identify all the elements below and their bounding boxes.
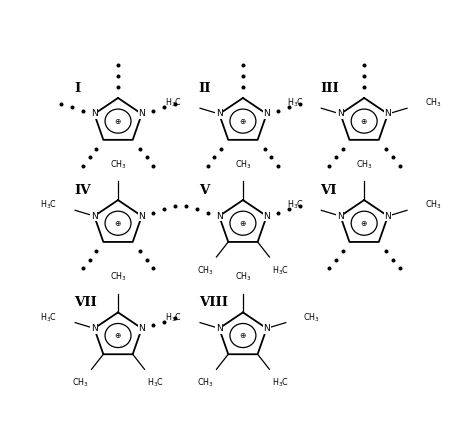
Text: N: N — [384, 110, 391, 118]
Text: CH$_3$: CH$_3$ — [109, 271, 127, 283]
Text: N: N — [337, 212, 344, 221]
Text: N: N — [264, 110, 270, 118]
Text: H$_3$C: H$_3$C — [40, 311, 57, 324]
Text: N: N — [138, 110, 145, 118]
Text: III: III — [320, 82, 339, 95]
Text: $\oplus$: $\oplus$ — [114, 219, 122, 228]
Text: H$_3$C: H$_3$C — [272, 377, 289, 389]
Text: N: N — [264, 212, 270, 221]
Text: H$_3$C: H$_3$C — [287, 97, 304, 109]
Text: $\oplus$: $\oplus$ — [239, 219, 247, 228]
Text: $\oplus$: $\oplus$ — [114, 331, 122, 340]
Text: N: N — [384, 212, 391, 221]
Text: N: N — [91, 110, 98, 118]
Text: CH$_3$: CH$_3$ — [235, 271, 251, 283]
Text: $\oplus$: $\oplus$ — [360, 219, 368, 228]
Text: CH$_3$: CH$_3$ — [303, 311, 320, 324]
Text: CH$_3$: CH$_3$ — [356, 158, 373, 171]
Text: N: N — [216, 324, 222, 333]
Text: $\oplus$: $\oplus$ — [239, 117, 247, 126]
Text: H$_3$C: H$_3$C — [165, 311, 182, 324]
Text: H$_3$C: H$_3$C — [272, 265, 289, 277]
Text: N: N — [216, 212, 222, 221]
Text: CH$_3$: CH$_3$ — [197, 377, 214, 389]
Text: VIII: VIII — [199, 297, 228, 309]
Text: V: V — [199, 184, 209, 197]
Text: CH$_3$: CH$_3$ — [235, 158, 251, 171]
Text: N: N — [216, 110, 222, 118]
Text: IV: IV — [74, 184, 91, 197]
Text: VI: VI — [320, 184, 337, 197]
Text: $\oplus$: $\oplus$ — [239, 331, 247, 340]
Text: CH$_3$: CH$_3$ — [72, 377, 89, 389]
Text: CH$_3$: CH$_3$ — [109, 158, 127, 171]
Text: H$_3$C: H$_3$C — [40, 199, 57, 211]
Text: N: N — [138, 324, 145, 333]
Text: H$_3$C: H$_3$C — [287, 199, 304, 211]
Text: N: N — [138, 212, 145, 221]
Text: N: N — [264, 324, 270, 333]
Text: CH$_3$: CH$_3$ — [425, 97, 441, 109]
Text: I: I — [74, 82, 80, 95]
Text: CH$_3$: CH$_3$ — [425, 199, 441, 211]
Text: $\oplus$: $\oplus$ — [114, 117, 122, 126]
Text: N: N — [91, 324, 98, 333]
Text: CH$_3$: CH$_3$ — [197, 265, 214, 277]
Text: $\oplus$: $\oplus$ — [360, 117, 368, 126]
Text: H$_3$C: H$_3$C — [165, 97, 182, 109]
Text: N: N — [91, 212, 98, 221]
Text: VII: VII — [74, 297, 97, 309]
Text: II: II — [199, 82, 211, 95]
Text: N: N — [337, 110, 344, 118]
Text: H$_3$C: H$_3$C — [147, 377, 164, 389]
